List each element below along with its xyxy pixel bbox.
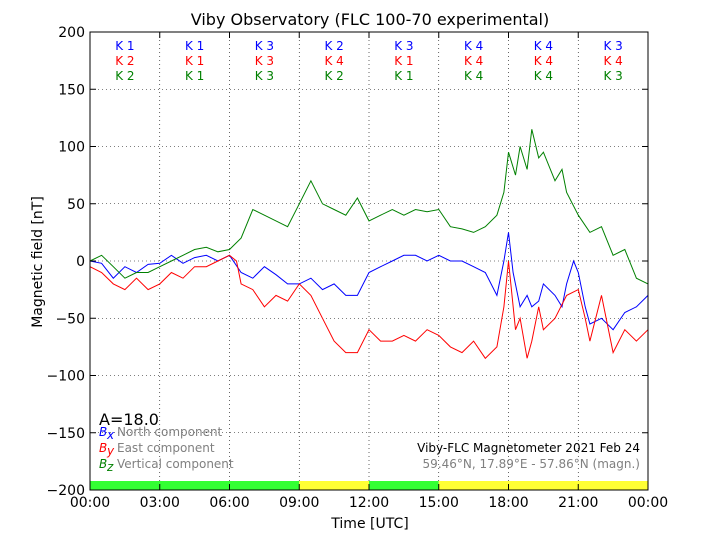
k-index-x: K 1	[185, 39, 204, 53]
x-tick-label: 12:00	[349, 495, 389, 511]
x-tick-label: 00:00	[70, 495, 110, 511]
y-tick-label: 0	[76, 254, 85, 270]
y-tick-label: −50	[55, 311, 85, 327]
x-tick-label: 03:00	[140, 495, 180, 511]
y-tick-label: 100	[58, 140, 85, 156]
k-index-z: K 1	[394, 69, 413, 83]
k-index-y: K 1	[185, 54, 204, 68]
k-index-x: K 3	[603, 39, 622, 53]
legend-label-x: North component	[117, 425, 223, 439]
legend-symbol-x: B	[99, 425, 107, 439]
series-line-z	[89, 129, 649, 285]
magnetometer-info: Viby-FLC Magnetometer 2021 Feb 24	[417, 441, 640, 455]
k-index-y: K 2	[115, 54, 134, 68]
k-index-y: K 1	[394, 54, 413, 68]
k-index-x: K 4	[534, 39, 553, 53]
k-index-y: K 4	[324, 54, 343, 68]
chart-title: Viby Observatory (FLC 100-70 experimenta…	[191, 10, 550, 29]
x-tick-label: 18:00	[488, 495, 528, 511]
legend-subscript-y: y	[106, 444, 115, 458]
legend-subscript-x: x	[106, 428, 115, 442]
y-tick-label: −100	[47, 369, 85, 385]
y-tick-label: −150	[47, 426, 85, 442]
series-lines	[89, 129, 649, 360]
k-index-z: K 3	[255, 69, 274, 83]
k-index-x: K 2	[324, 39, 343, 53]
series-line-y	[89, 254, 649, 360]
activity-segment	[438, 481, 648, 490]
x-axis-label: Time [UTC]	[330, 516, 408, 532]
k-index-x: K 4	[464, 39, 483, 53]
k-index-y: K 4	[464, 54, 483, 68]
legend-symbol-y: B	[99, 441, 107, 455]
a-index-label: A=18.0	[99, 410, 159, 429]
y-tick-label: −200	[47, 483, 85, 499]
k-index-z: K 1	[185, 69, 204, 83]
legend-label-z: Vertical component	[117, 457, 234, 471]
grid-lines	[89, 31, 649, 491]
y-tick-label: 150	[58, 82, 85, 98]
y-tick-label: 200	[58, 25, 85, 41]
activity-segment	[299, 481, 369, 490]
k-index-z: K 2	[115, 69, 134, 83]
x-tick-label: 15:00	[419, 495, 459, 511]
k-index-z: K 2	[324, 69, 343, 83]
x-tick-label: 09:00	[279, 495, 319, 511]
k-index-y: K 4	[603, 54, 622, 68]
k-index-x: K 1	[115, 39, 134, 53]
k-index-x: K 3	[394, 39, 413, 53]
activity-segment	[369, 481, 439, 490]
legend-label-y: East component	[117, 441, 215, 455]
activity-segment	[90, 481, 300, 490]
y-axis-label: Magnetic field [nT]	[30, 196, 46, 328]
k-index-y: K 3	[255, 54, 274, 68]
x-tick-label: 00:00	[628, 495, 668, 511]
axis-ticks: 00:00 03:00 06:00 09:00 12:00 15:00 18:00 21:00…	[47, 25, 669, 511]
legend-symbol-z: B	[99, 457, 107, 471]
x-tick-label: 06:00	[209, 495, 249, 511]
k-index-x: K 3	[255, 39, 274, 53]
station-coordinates: 59.46°N, 17.89°E - 57.86°N (magn.)	[423, 457, 640, 471]
x-tick-label: 21:00	[558, 495, 598, 511]
series-line-x	[89, 232, 649, 331]
k-index-z: K 3	[603, 69, 622, 83]
y-tick-label: 50	[67, 197, 85, 213]
activity-bar	[90, 481, 648, 490]
k-index-y: K 4	[534, 54, 553, 68]
k-index-labels: K 1K 2K 2K 1K 1K 1K 3K 3K 3K 2K 4K 2K 3K…	[115, 39, 623, 83]
k-index-z: K 4	[534, 69, 553, 83]
k-index-z: K 4	[464, 69, 483, 83]
legend-subscript-z: z	[106, 460, 114, 474]
